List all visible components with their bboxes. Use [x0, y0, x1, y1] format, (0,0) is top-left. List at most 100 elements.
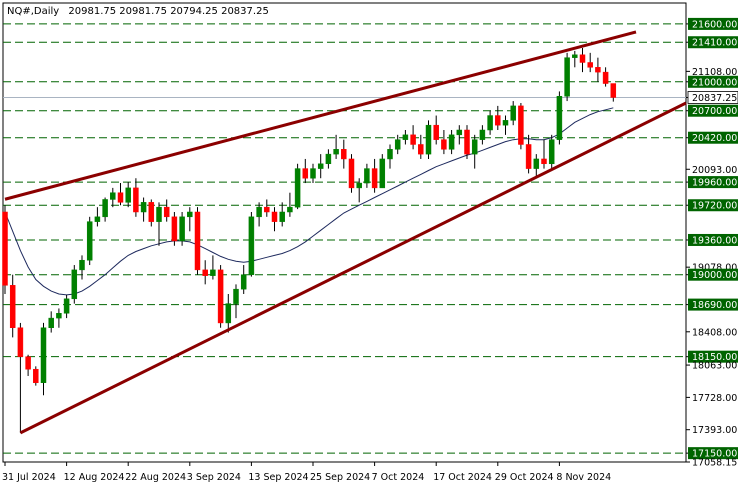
candle — [464, 125, 470, 159]
candle — [402, 130, 409, 145]
bearish-candle-body — [433, 124, 439, 140]
candle — [86, 216, 93, 266]
candle — [40, 322, 47, 396]
bullish-candle-body — [448, 134, 455, 150]
bullish-candle-body — [364, 168, 370, 184]
bullish-candle-body — [48, 317, 54, 328]
candle — [394, 134, 401, 155]
candle — [79, 255, 85, 280]
level-price-box — [688, 36, 738, 49]
bearish-candle-body — [525, 144, 532, 169]
bullish-candle-body — [102, 199, 108, 218]
candle — [348, 154, 355, 193]
candle — [125, 182, 131, 208]
bearish-candle-body — [217, 269, 224, 324]
candle — [387, 144, 393, 169]
bullish-candle-body — [94, 216, 101, 222]
bullish-candle-body — [63, 298, 70, 314]
candle — [317, 154, 324, 179]
candle — [364, 163, 370, 188]
date-tick-label: 31 Jul 2024 — [2, 472, 56, 483]
bearish-candle-body — [271, 211, 278, 222]
candle — [441, 130, 447, 155]
bearish-candle-body — [410, 134, 416, 145]
bearish-candle-body — [610, 83, 617, 98]
candle — [17, 322, 24, 433]
moving-average-line — [4, 107, 614, 296]
bullish-candle-body — [425, 124, 432, 155]
bullish-candle-body — [40, 327, 47, 383]
bullish-candle-body — [333, 149, 339, 155]
bearish-candle-body — [464, 129, 470, 155]
level-price-box — [688, 199, 738, 212]
level-price-box — [688, 131, 738, 144]
level-price-box — [688, 17, 738, 30]
bullish-candle-body — [356, 182, 362, 189]
candle — [279, 202, 285, 227]
symbol-label: NQ#,Daily — [7, 6, 59, 17]
level-price-box — [688, 268, 738, 281]
bullish-candle-body — [317, 163, 324, 169]
price-tick-label: 19078.00 — [692, 263, 737, 274]
date-tick-label: 3 Sep 2024 — [187, 472, 241, 483]
candle — [71, 265, 78, 304]
level-price-label: 19720.00 — [692, 201, 737, 212]
candle — [602, 67, 609, 87]
chart-title: NQ#,Daily 20981.75 20981.75 20794.25 208… — [7, 6, 269, 17]
candle — [556, 91, 563, 145]
bullish-candle-body — [210, 269, 216, 276]
candles — [2, 48, 617, 433]
bearish-candle-body — [202, 269, 208, 276]
candle — [48, 311, 54, 333]
price-tick-label: 17058.15 — [692, 458, 737, 469]
horizontal-levels — [3, 23, 686, 454]
candle — [179, 211, 185, 246]
bullish-candle-body — [510, 105, 516, 121]
bearish-candle-body — [9, 285, 16, 328]
bullish-candle-body — [79, 259, 85, 271]
candle — [587, 52, 593, 73]
bullish-candle-body — [379, 158, 386, 189]
candle — [548, 134, 555, 169]
candle — [194, 207, 201, 275]
candle — [202, 260, 208, 285]
price-tick-label: 17728.00 — [692, 393, 737, 404]
current-price-box — [687, 91, 738, 104]
candle — [110, 187, 116, 208]
candle — [518, 102, 524, 150]
bearish-candle-body — [579, 54, 586, 63]
bullish-candle-body — [572, 54, 578, 58]
candle — [148, 199, 155, 227]
level-price-box — [688, 75, 738, 88]
bearish-candle-body — [541, 158, 547, 165]
bullish-candle-body — [402, 134, 409, 140]
channel-lines — [4, 30, 687, 435]
bullish-candle-body — [56, 313, 62, 319]
bullish-candle-body — [287, 206, 293, 213]
level-price-box — [688, 176, 738, 189]
candle — [356, 178, 362, 203]
level-price-label: 18690.00 — [692, 300, 737, 311]
level-price-box — [688, 350, 738, 363]
bearish-candle-body — [341, 149, 347, 160]
bullish-candle-body — [86, 221, 93, 261]
candle — [579, 48, 586, 73]
bullish-candle-body — [156, 206, 162, 222]
candle — [240, 265, 247, 294]
candle — [410, 125, 416, 150]
date-tick-label: 22 Aug 2024 — [125, 472, 186, 483]
candle — [271, 207, 278, 232]
ohlc-label: 20981.75 20981.75 20794.25 20837.25 — [68, 6, 268, 17]
bullish-candle-body — [187, 211, 193, 218]
candle — [248, 211, 255, 277]
date-axis: 31 Jul 2024 12 Aug 2024 22 Aug 2024 3 Sep 2… — [2, 462, 611, 483]
level-price-box — [688, 298, 738, 311]
level-price-label: 19960.00 — [692, 178, 737, 189]
candle — [471, 134, 478, 169]
bullish-candle-body — [556, 95, 563, 140]
candle — [425, 120, 432, 159]
candle — [325, 149, 332, 169]
candle — [56, 308, 62, 328]
